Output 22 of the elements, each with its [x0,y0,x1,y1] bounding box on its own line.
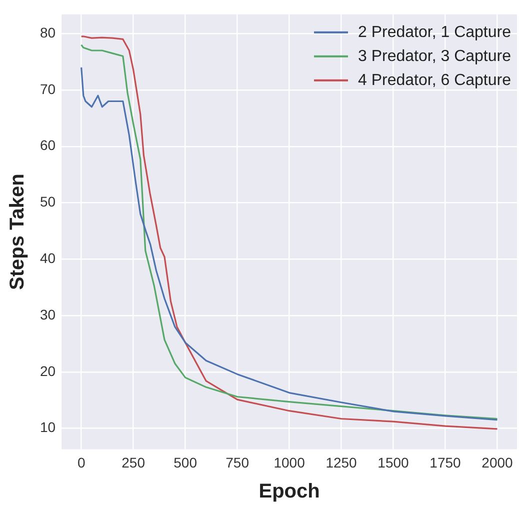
y-tick-label: 20 [40,362,56,379]
y-tick-label: 10 [40,419,56,436]
y-axis-title: Steps Taken [6,174,29,290]
x-axis-title: Epoch [258,480,320,503]
legend-label: 4 Predator, 6 Capture [358,72,512,89]
x-tick-label: 250 [122,454,146,470]
x-tick-label: 1250 [326,454,358,470]
x-tick-label: 500 [174,454,198,470]
x-tick-label: 750 [226,454,250,470]
y-tick-label: 80 [40,24,56,40]
y-tick-label: 70 [40,80,56,97]
x-tick-label: 0 [77,454,86,470]
x-tick-label: 1500 [378,454,410,470]
y-tick-label: 60 [40,137,56,154]
y-tick-label: 40 [40,250,56,266]
legend-label: 2 Predator, 1 Capture [358,24,512,41]
x-tick-label: 1750 [430,454,462,470]
y-tick-label: 50 [40,194,56,210]
y-tick-label: 30 [40,306,56,322]
x-tick-label: 1000 [274,454,306,470]
x-tick-label: 2000 [482,454,514,470]
legend-label: 3 Predator, 3 Capture [358,48,512,65]
